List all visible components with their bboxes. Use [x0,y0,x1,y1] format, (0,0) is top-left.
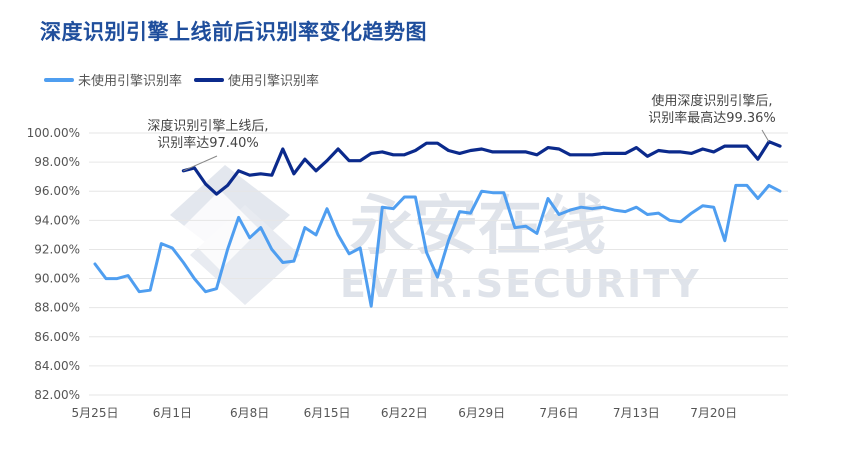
watermark-en: EVER.SECURITY [340,262,701,306]
x-tick-label: 5月25日 [72,406,119,420]
annotation-leader-line [762,130,769,142]
series-line-1 [183,142,780,194]
y-tick-label: 96.00% [34,184,80,198]
annotation-text: 深度识别引擎上线后, [147,118,268,134]
annotation-text: 识别率最高达99.36% [648,110,776,126]
x-tick-label: 6月15日 [304,406,351,420]
y-axis-ticks: 82.00% 84.00% 86.00% 88.00% 90.00% 92.00% 94.0… [27,126,80,402]
y-tick-label: 82.00% [34,388,80,402]
x-tick-label: 7月20日 [690,406,737,420]
y-tick-label: 88.00% [34,301,80,315]
x-tick-label: 6月8日 [230,406,269,420]
x-tick-label: 6月1日 [153,406,192,420]
y-tick-label: 98.00% [34,155,80,169]
x-tick-label: 6月29日 [458,406,505,420]
x-tick-label: 7月6日 [539,406,578,420]
annotation-text: 使用深度识别引擎后, [651,93,772,109]
x-tick-label: 7月13日 [613,406,660,420]
x-axis-ticks: 5月25日 6月1日 6月8日 6月15日 6月22日 6月29日 7月6日 7月13日 7月2… [72,406,738,420]
y-tick-label: 92.00% [34,242,80,256]
y-tick-label: 86.00% [34,330,80,344]
y-tick-label: 84.00% [34,359,80,373]
watermark-logo-icon [170,165,300,305]
annotations: 深度识别引擎上线后,识别率达97.40% 使用深度识别引擎后,识别率最高达99.3… [147,93,775,171]
annotation-text: 识别率达97.40% [157,135,259,151]
y-tick-label: 100.00% [27,126,80,140]
y-tick-label: 94.00% [34,213,80,227]
x-tick-label: 6月22日 [381,406,428,420]
y-tick-label: 90.00% [34,272,80,286]
annotation-leader-line [183,156,217,171]
